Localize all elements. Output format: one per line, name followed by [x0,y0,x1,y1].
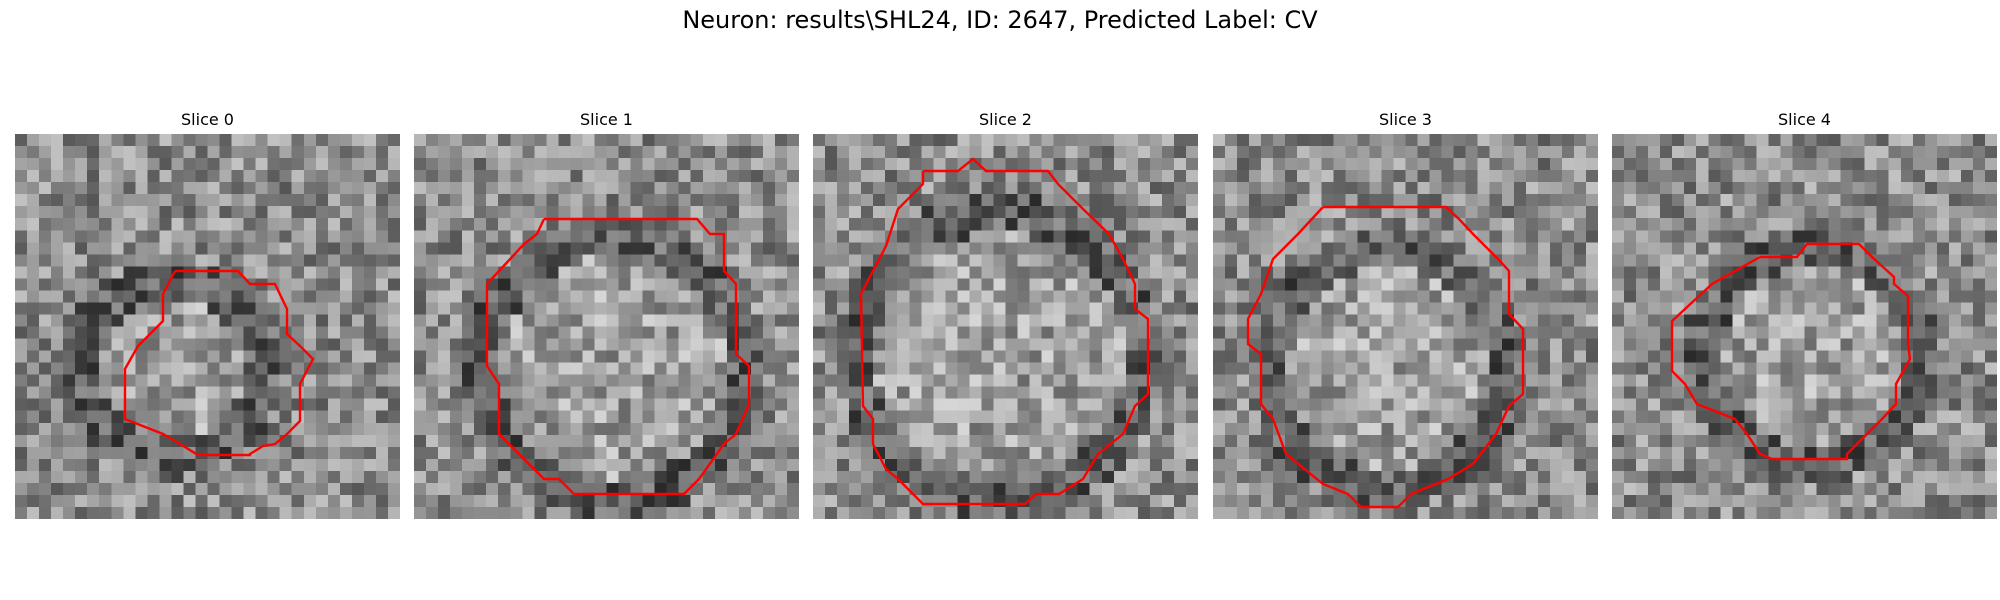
slice-panel: Slice 1 [414,108,799,132]
slice-panel: Slice 2 [813,108,1198,132]
slice-panel: Slice 3 [1213,108,1598,132]
contour-overlay [1612,134,1997,519]
red-contour [125,271,313,455]
contour-overlay [15,134,400,519]
red-contour [1248,207,1523,507]
slice-image [414,134,799,519]
red-contour [487,219,749,494]
slice-image [813,134,1198,519]
slice-image [15,134,400,519]
red-contour [861,159,1148,504]
slice-title: Slice 2 [813,108,1198,132]
contour-overlay [813,134,1198,519]
figure-title: Neuron: results\SHL24, ID: 2647, Predict… [0,6,2000,34]
slice-panel: Slice 4 [1612,108,1997,132]
slice-image [1612,134,1997,519]
slice-title: Slice 0 [15,108,400,132]
contour-overlay [414,134,799,519]
slice-title: Slice 3 [1213,108,1598,132]
red-contour [1672,244,1910,459]
slice-image [1213,134,1598,519]
slice-title: Slice 1 [414,108,799,132]
contour-overlay [1213,134,1598,519]
slice-panel: Slice 0 [15,108,400,132]
slice-title: Slice 4 [1612,108,1997,132]
